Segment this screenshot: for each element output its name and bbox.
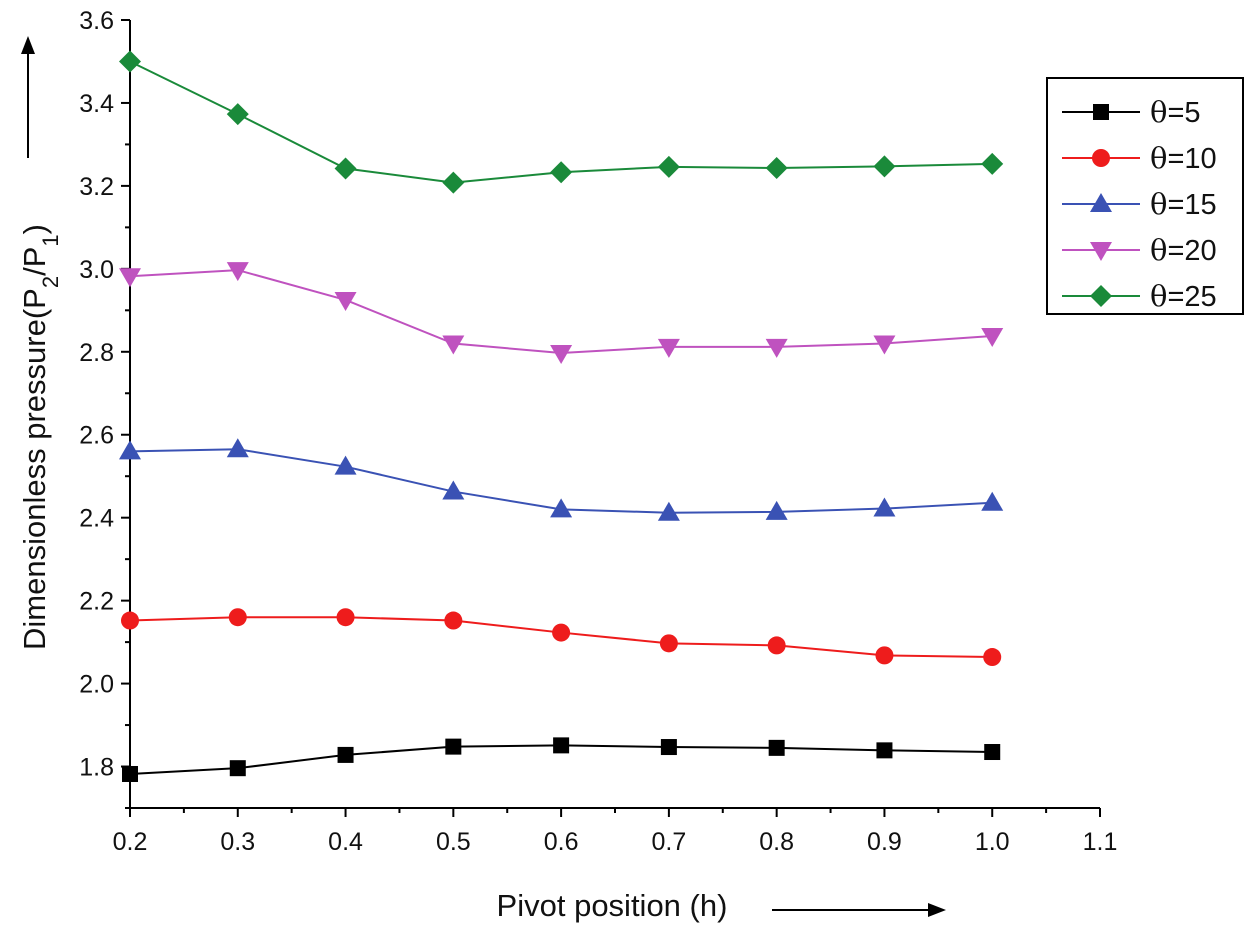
data-point bbox=[981, 152, 1004, 175]
x-tick-label: 0.5 bbox=[436, 828, 471, 856]
data-point bbox=[550, 161, 573, 184]
data-point bbox=[442, 335, 465, 355]
legend-entry: θ=25 bbox=[1062, 279, 1217, 313]
x-tick-label: 0.9 bbox=[867, 828, 902, 856]
x-tick-label: 0.7 bbox=[652, 828, 687, 856]
y-axis-title: Dimensionless pressure(P2/P1) bbox=[17, 224, 63, 650]
y-tick-label: 2.0 bbox=[79, 671, 114, 699]
data-point bbox=[765, 157, 788, 180]
data-point bbox=[122, 765, 138, 782]
legend-entry: θ=15 bbox=[1062, 187, 1217, 221]
data-point bbox=[984, 744, 1001, 761]
data-point bbox=[445, 738, 462, 755]
data-point bbox=[873, 155, 896, 178]
y-tick-label: 3.0 bbox=[79, 256, 114, 284]
plot-area bbox=[119, 50, 1004, 782]
data-point bbox=[119, 268, 141, 288]
y-tick-label: 3.4 bbox=[79, 90, 114, 118]
series-theta-10 bbox=[121, 608, 1002, 667]
y-tick-label: 2.6 bbox=[79, 422, 114, 450]
data-point bbox=[983, 648, 1002, 667]
data-point bbox=[768, 739, 785, 756]
x-tick-label: 0.4 bbox=[328, 828, 363, 856]
legend-marker bbox=[1090, 242, 1112, 261]
data-point bbox=[873, 335, 896, 355]
legend-entry: θ=5 bbox=[1062, 95, 1201, 129]
data-point bbox=[226, 262, 249, 282]
data-point bbox=[334, 291, 357, 311]
data-point bbox=[229, 760, 246, 777]
x-axis-title: Pivot position (h) bbox=[497, 888, 728, 923]
data-point bbox=[119, 50, 141, 73]
x-tick-label: 0.6 bbox=[544, 828, 579, 856]
data-point bbox=[765, 500, 788, 520]
data-point bbox=[550, 498, 573, 518]
data-point bbox=[981, 491, 1004, 511]
data-point bbox=[657, 338, 680, 358]
data-point bbox=[552, 623, 571, 642]
series-theta-15 bbox=[119, 438, 1004, 521]
data-point bbox=[337, 746, 354, 763]
data-point bbox=[875, 646, 894, 665]
y-axis-arrow bbox=[21, 36, 35, 158]
data-point bbox=[765, 338, 788, 358]
data-point bbox=[226, 438, 249, 458]
series-theta-5 bbox=[122, 737, 1001, 782]
data-point bbox=[767, 636, 786, 655]
data-point bbox=[981, 328, 1004, 348]
y-tick-label: 2.4 bbox=[79, 505, 114, 533]
data-point bbox=[660, 739, 677, 756]
x-tick-label: 0.8 bbox=[759, 828, 794, 856]
y-tick-label: 3.2 bbox=[79, 173, 114, 201]
y-tick-label: 1.8 bbox=[79, 754, 114, 782]
series-theta-25 bbox=[119, 50, 1004, 194]
x-tick-label: 0.3 bbox=[220, 828, 255, 856]
data-point bbox=[442, 480, 465, 500]
y-tick-label: 3.6 bbox=[79, 7, 114, 35]
legend: θ=5 θ=10 θ=15 θ=20 θ=25 bbox=[1046, 77, 1244, 315]
data-point bbox=[873, 497, 896, 517]
data-point bbox=[226, 103, 249, 126]
data-point bbox=[334, 455, 357, 475]
legend-label: θ=20 bbox=[1150, 233, 1217, 267]
data-point bbox=[876, 742, 893, 759]
data-point bbox=[553, 737, 570, 754]
data-point bbox=[444, 611, 463, 630]
legend-label: θ=15 bbox=[1150, 187, 1217, 221]
data-point bbox=[119, 440, 141, 460]
axes bbox=[129, 20, 1100, 809]
legend-marker bbox=[1090, 193, 1112, 212]
data-point bbox=[442, 171, 465, 194]
y-axis-ticks: 1.8 2.0 2.2 2.4 2.6 2.8 3.0 3.2 3.4 3.6 bbox=[79, 7, 130, 809]
data-point bbox=[659, 634, 678, 653]
data-point bbox=[550, 345, 573, 365]
legend-label: θ=25 bbox=[1150, 279, 1217, 313]
legend-marker bbox=[1092, 149, 1110, 167]
x-tick-label: 1.1 bbox=[1083, 828, 1118, 856]
legend-label: θ=10 bbox=[1150, 141, 1217, 175]
legend-marker bbox=[1093, 104, 1109, 120]
data-point bbox=[334, 157, 357, 180]
x-axis-arrow bbox=[772, 903, 946, 917]
x-axis-ticks: 0.2 0.3 0.4 0.5 0.6 0.7 0.8 0.9 1.0 1.1 bbox=[113, 808, 1118, 856]
data-point bbox=[121, 611, 139, 630]
legend-marker bbox=[1090, 285, 1112, 307]
data-point bbox=[228, 608, 247, 627]
legend-box bbox=[1046, 77, 1244, 315]
series-line bbox=[129, 269, 993, 355]
x-tick-label: 0.2 bbox=[113, 828, 148, 856]
series-theta-20 bbox=[119, 262, 1004, 365]
y-tick-label: 2.2 bbox=[79, 588, 114, 616]
legend-entry: θ=10 bbox=[1062, 141, 1217, 175]
data-point bbox=[657, 155, 680, 178]
legend-entry: θ=20 bbox=[1062, 233, 1217, 267]
data-point bbox=[657, 501, 680, 521]
legend-label: θ=5 bbox=[1150, 95, 1201, 129]
x-tick-label: 1.0 bbox=[975, 828, 1010, 856]
data-point bbox=[336, 608, 355, 627]
y-tick-label: 2.8 bbox=[79, 339, 114, 367]
